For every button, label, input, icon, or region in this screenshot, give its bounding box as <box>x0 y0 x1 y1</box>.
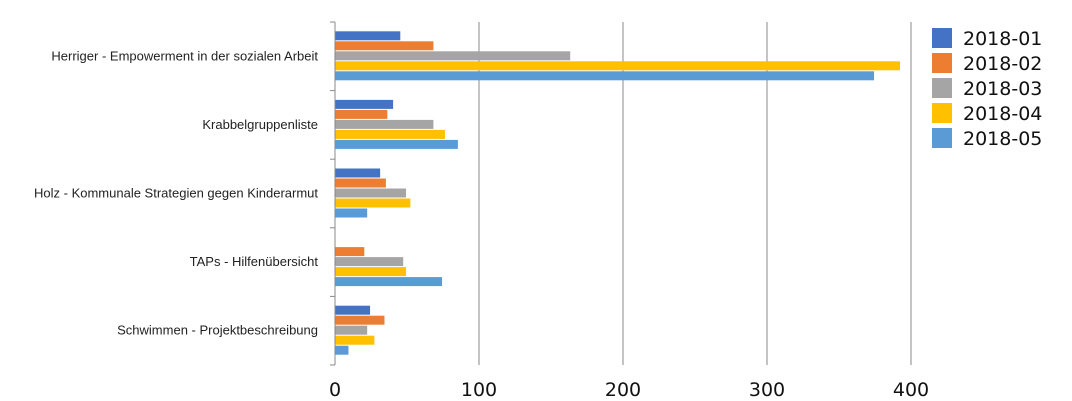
category-label: Krabbelgruppenliste <box>202 117 318 132</box>
x-tick-label: 300 <box>749 379 785 401</box>
x-tick-labels: 0 100 200 300 400 <box>329 379 929 401</box>
legend-label: 2018-05 <box>963 128 1042 150</box>
legend-swatch <box>932 28 952 48</box>
category-label: Herriger - Empowerment in der sozialen A… <box>51 48 318 63</box>
category-label: Holz - Kommunale Strategien gegen Kinder… <box>34 186 318 201</box>
bar <box>335 51 571 61</box>
legend-swatch <box>932 78 952 98</box>
bar <box>335 119 434 129</box>
bar <box>335 188 407 198</box>
legend-swatch <box>932 103 952 123</box>
bar <box>335 178 386 188</box>
legend-swatch <box>932 128 952 148</box>
bar <box>335 345 349 355</box>
bar <box>335 61 900 71</box>
axes <box>330 21 336 366</box>
bar <box>335 257 404 267</box>
x-tick-label: 0 <box>329 379 341 401</box>
legend-label: 2018-02 <box>963 53 1042 75</box>
bars <box>335 31 900 355</box>
legend-label: 2018-01 <box>963 28 1042 50</box>
x-tick-label: 400 <box>893 379 929 401</box>
x-tick-label: 100 <box>461 379 497 401</box>
category-label: Schwimmen - Projektbeschreibung <box>117 323 318 338</box>
bar <box>335 335 375 345</box>
bar <box>335 71 875 81</box>
bar <box>335 267 407 277</box>
bar <box>335 305 371 315</box>
category-labels: Herriger - Empowerment in der sozialen A… <box>34 48 318 337</box>
legend-swatch <box>932 53 952 73</box>
bar <box>335 315 385 325</box>
x-tick-label: 200 <box>605 379 641 401</box>
bar <box>335 129 445 139</box>
legend-label: 2018-04 <box>963 103 1042 125</box>
legend: 2018-01 2018-02 2018-03 2018-04 2018-05 <box>932 28 1042 150</box>
legend-label: 2018-03 <box>963 78 1042 100</box>
bar <box>335 41 434 51</box>
bar <box>335 247 365 257</box>
bar <box>335 277 443 287</box>
category-label: TAPs - Hilfenübersicht <box>190 254 319 269</box>
bar <box>335 208 368 218</box>
bar <box>335 139 458 149</box>
bar <box>335 99 394 109</box>
bar <box>335 168 381 178</box>
bar <box>335 198 411 208</box>
bar <box>335 31 401 41</box>
bar <box>335 325 368 335</box>
bar <box>335 109 388 119</box>
